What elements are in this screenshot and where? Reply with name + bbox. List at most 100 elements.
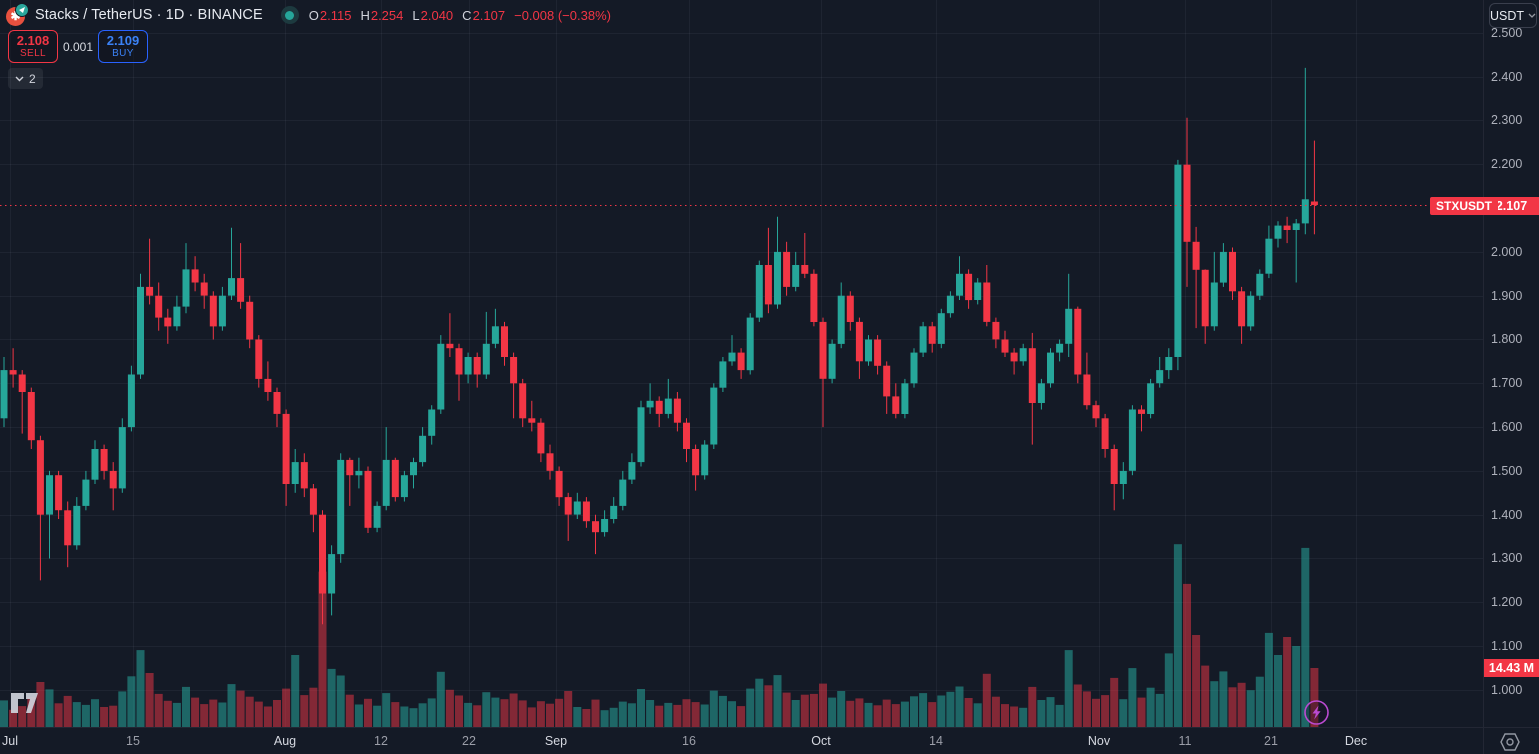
- currency-selector-button[interactable]: USDT: [1489, 3, 1537, 28]
- candle: [1056, 339, 1064, 362]
- volume-bar: [1101, 695, 1110, 727]
- volume-bar: [263, 706, 272, 727]
- candle: [892, 383, 900, 419]
- volume-bar: [254, 701, 263, 727]
- tradingview-logo-icon[interactable]: [10, 692, 40, 714]
- time-axis-label: 22: [462, 734, 476, 748]
- time-axis-label: Jul: [2, 734, 18, 748]
- stacks-logo-icon: ✱: [6, 2, 29, 26]
- volume-bar: [964, 698, 973, 727]
- volume-bar: [182, 686, 190, 727]
- candle: [155, 282, 163, 331]
- volume-bar: [1210, 681, 1219, 727]
- volume-bar: [455, 695, 463, 727]
- price-tick-label: 1.400: [1491, 507, 1523, 522]
- candle: [1001, 330, 1009, 357]
- candle: [628, 453, 636, 484]
- volume-bar: [200, 704, 209, 727]
- open-value: 2.115: [319, 7, 352, 23]
- volume-bar: [36, 682, 45, 727]
- symbol-title[interactable]: Stacks / TetherUS · 1D · BINANCE: [35, 7, 263, 23]
- price-tick-label: 1.700: [1491, 376, 1523, 391]
- candle: [646, 383, 654, 414]
- volume-bar: [646, 700, 655, 727]
- candle: [137, 273, 144, 379]
- candle: [1119, 462, 1127, 500]
- volume-bar: [1037, 700, 1046, 727]
- volume-bar: [1119, 699, 1128, 727]
- volume-bar: [518, 700, 527, 727]
- trade-panel: 2.108 SELL 0.001 2.109 BUY: [8, 30, 148, 63]
- axis-settings-icon[interactable]: [1499, 732, 1521, 752]
- boost-lightning-icon[interactable]: [1303, 699, 1330, 726]
- candle: [319, 510, 326, 625]
- volume-bar: [273, 700, 281, 727]
- candle: [692, 444, 700, 491]
- volume-bar: [163, 700, 172, 727]
- candle: [328, 545, 336, 616]
- candle: [755, 260, 763, 322]
- candle: [1274, 221, 1282, 248]
- price-axis[interactable]: 2.500 2.400 2.300 2.200 2.000 1.900 1.800 1.700…: [1484, 0, 1539, 727]
- volume-bar: [819, 683, 827, 727]
- candle: [1247, 291, 1255, 331]
- candle: [246, 295, 254, 349]
- price-tick-label: 1.900: [1491, 288, 1523, 303]
- candle: [946, 291, 954, 318]
- volume-bar: [546, 703, 554, 727]
- volume-bar: [154, 693, 163, 727]
- volume-bar: [746, 688, 755, 727]
- volume-bar: [1183, 583, 1191, 727]
- candle: [610, 497, 618, 524]
- volume-bar: [564, 691, 573, 727]
- candle: [719, 357, 727, 392]
- candle: [573, 492, 581, 519]
- candle: [1138, 405, 1145, 432]
- candle: [683, 418, 690, 463]
- sell-button[interactable]: 2.108 SELL: [8, 30, 58, 63]
- candle: [1028, 332, 1036, 445]
- candle: [1019, 343, 1027, 366]
- volume-bar: [1283, 637, 1292, 727]
- buy-button[interactable]: 2.109 BUY: [98, 30, 148, 63]
- volume-bar: [354, 704, 363, 727]
- volume-bar: [755, 678, 764, 727]
- volume-bar: [54, 703, 63, 727]
- candle: [410, 457, 417, 489]
- volume-bar: [172, 702, 181, 727]
- candle: [1010, 348, 1018, 375]
- candle: [1065, 273, 1073, 357]
- volume-bar: [800, 694, 809, 727]
- volume-bar: [1164, 653, 1173, 727]
- volume-bar: [327, 668, 336, 727]
- candle: [1256, 269, 1264, 300]
- price-tick-label: 1.300: [1491, 551, 1523, 566]
- candle: [1165, 348, 1173, 379]
- candle: [73, 497, 81, 550]
- volume-bar: [1010, 706, 1019, 727]
- time-axis[interactable]: Jul 15 Aug 12 22 Sep 16 Oct 14 Nov 11 21 Dec: [0, 728, 1483, 754]
- volume-bar: [791, 700, 800, 727]
- price-tick-label: 1.500: [1491, 463, 1523, 478]
- candle: [528, 400, 536, 432]
- volume-bar: [1064, 650, 1073, 727]
- market-status-icon[interactable]: [280, 6, 299, 24]
- chevron-down-icon: [15, 76, 24, 81]
- candle: [810, 269, 818, 327]
- volume-bar: [991, 696, 1000, 727]
- candle: [655, 396, 663, 428]
- volume-bar: [1255, 676, 1264, 727]
- candle: [746, 313, 754, 375]
- legend-collapse-button[interactable]: 2: [8, 68, 43, 89]
- symbol-price-tag: STXUSDT: [1430, 196, 1499, 215]
- candle: [965, 269, 973, 309]
- volume-bar: [18, 706, 27, 727]
- volume-bar: [955, 686, 964, 727]
- time-axis-label: Nov: [1087, 734, 1111, 748]
- candle: [883, 361, 891, 414]
- price-tick-label: 1.100: [1491, 639, 1523, 654]
- candle: [419, 427, 427, 467]
- candle: [1156, 357, 1164, 388]
- price-tick-label: 1.200: [1491, 595, 1523, 610]
